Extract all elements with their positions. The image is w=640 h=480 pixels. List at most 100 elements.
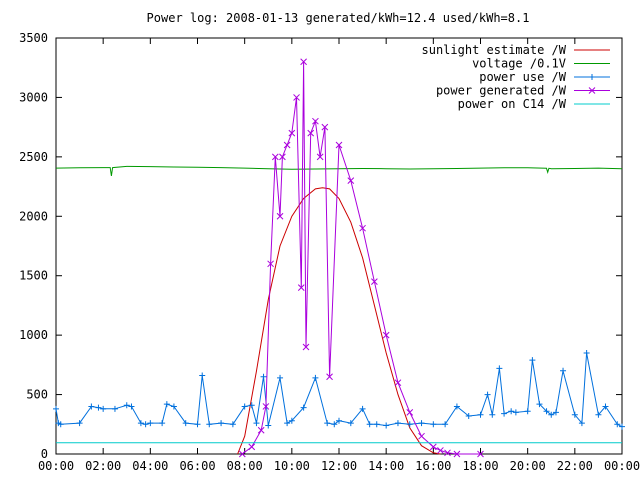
data-point xyxy=(465,412,472,419)
legend-label: sunlight estimate /W xyxy=(422,43,567,57)
y-tick-label: 500 xyxy=(26,388,48,402)
data-point xyxy=(248,443,256,451)
series-voltage-0-1v xyxy=(55,165,623,176)
data-point xyxy=(560,367,567,374)
series-line xyxy=(55,165,623,176)
data-point xyxy=(418,432,425,440)
data-point xyxy=(147,420,154,427)
data-point xyxy=(312,117,319,125)
y-tick-label: 1500 xyxy=(19,269,48,283)
x-tick-label: 00:00 xyxy=(604,459,640,473)
data-point xyxy=(406,409,414,416)
data-point xyxy=(76,420,83,427)
data-point xyxy=(300,404,307,411)
data-point xyxy=(199,372,206,379)
data-point xyxy=(578,420,585,427)
y-tick-label: 0 xyxy=(41,447,48,461)
y-axis: 0 500 1000 1500 2000 2500 3000 3500 xyxy=(19,31,622,461)
data-point xyxy=(142,421,149,428)
x-tick-label: 22:00 xyxy=(557,459,593,473)
data-point xyxy=(347,177,355,184)
legend-item: power generated /W xyxy=(436,84,610,98)
data-point xyxy=(383,422,390,429)
data-point xyxy=(260,373,267,380)
data-point xyxy=(501,410,508,417)
series-sunlight-estimate-w xyxy=(237,187,441,455)
data-point xyxy=(321,123,329,131)
data-point xyxy=(512,409,519,416)
data-point xyxy=(194,421,201,428)
series-line xyxy=(55,352,623,428)
data-point xyxy=(430,421,437,428)
y-tick-label: 3000 xyxy=(19,90,48,104)
data-point xyxy=(529,357,536,364)
data-point xyxy=(312,374,319,381)
data-point xyxy=(571,411,578,418)
data-point xyxy=(57,421,64,428)
data-point xyxy=(279,153,286,161)
data-point xyxy=(293,94,300,101)
data-point xyxy=(589,74,595,80)
data-point xyxy=(284,420,291,427)
data-point xyxy=(265,422,272,429)
data-point xyxy=(326,373,333,381)
legend-label: power on C14 /W xyxy=(458,97,567,111)
series-layer xyxy=(53,58,625,458)
data-point xyxy=(123,402,130,409)
data-point xyxy=(229,421,236,428)
data-point xyxy=(444,449,451,457)
series-power-generated-w xyxy=(238,58,484,458)
x-axis: 00:00 02:00 04:00 06:00 08:00 10:00 12:00 14:00… xyxy=(38,38,640,473)
data-point xyxy=(111,405,118,412)
data-point xyxy=(429,443,437,451)
data-point xyxy=(241,403,248,410)
data-point xyxy=(137,420,144,427)
data-point xyxy=(95,404,102,411)
legend-item: voltage /0.1V xyxy=(472,57,610,71)
chart-title: Power log: 2008-01-13 generated/kWh=12.4… xyxy=(147,11,530,25)
data-point xyxy=(100,405,107,412)
data-point xyxy=(324,420,331,427)
data-point xyxy=(159,420,166,427)
series-line xyxy=(237,187,441,455)
data-point xyxy=(88,403,95,410)
data-point xyxy=(163,401,170,408)
data-point xyxy=(302,343,310,351)
data-point xyxy=(453,450,461,458)
data-point xyxy=(262,403,270,410)
data-point xyxy=(453,403,460,410)
x-tick-label: 14:00 xyxy=(368,459,404,473)
data-point xyxy=(336,417,342,424)
data-point xyxy=(588,87,596,94)
data-point xyxy=(347,420,354,427)
data-point xyxy=(331,421,338,428)
data-point xyxy=(442,421,449,428)
x-tick-label: 16:00 xyxy=(415,459,451,473)
data-point xyxy=(170,403,177,410)
data-point xyxy=(366,421,373,428)
data-point xyxy=(300,58,307,66)
data-point xyxy=(206,421,213,428)
data-point xyxy=(508,408,515,415)
x-tick-label: 10:00 xyxy=(274,459,310,473)
x-tick-label: 00:00 xyxy=(38,459,74,473)
data-point xyxy=(583,349,590,356)
data-point xyxy=(359,224,366,232)
data-point xyxy=(248,402,255,409)
data-point xyxy=(489,411,496,418)
data-point xyxy=(406,421,413,428)
data-point xyxy=(595,411,602,418)
data-point xyxy=(371,278,378,286)
data-point xyxy=(218,420,225,427)
data-point xyxy=(602,403,609,410)
x-tick-label: 12:00 xyxy=(321,459,357,473)
data-point xyxy=(257,426,265,434)
data-point xyxy=(307,129,315,137)
legend-item: sunlight estimate /W xyxy=(422,43,610,57)
data-point xyxy=(484,391,491,398)
data-point xyxy=(614,421,621,428)
data-point xyxy=(619,423,625,430)
data-point xyxy=(477,450,484,458)
x-tick-label: 18:00 xyxy=(462,459,498,473)
